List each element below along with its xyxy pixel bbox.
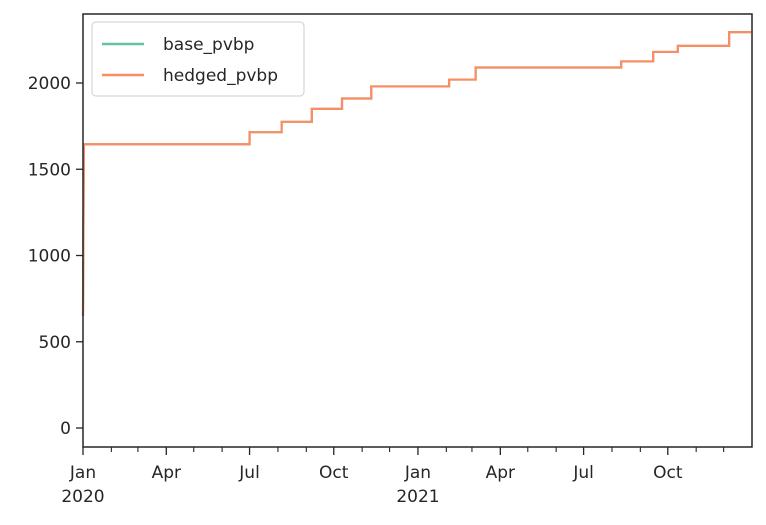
x-tick-label: Oct [653,463,683,483]
y-tick-label: 1500 [28,160,71,180]
x-tick-label: Jan [69,463,96,483]
x-tick-label: Jul [572,463,594,483]
x-tick-label: Apr [152,463,181,483]
y-tick-label: 2000 [28,74,71,94]
axes: 0 500 1000 1500 2000 Jan 2020 Apr Jul Oct Jan 2021 A… [28,13,753,507]
y-tick-label: 1000 [28,247,71,267]
legend: base_pvbp hedged_pvbp [91,21,305,97]
x-tick-label: Jan [404,463,431,483]
series-line-hedged_pvbp [81,31,752,316]
y-tick-label: 0 [60,419,71,439]
y-tick-label: 500 [39,333,71,353]
legend-label-base_pvbp: base_pvbp [163,35,254,55]
x-year-label: 2020 [61,487,104,507]
x-year-label: 2021 [396,487,439,507]
legend-label-hedged_pvbp: hedged_pvbp [163,66,278,86]
legend-box [91,21,305,97]
x-tick-label: Oct [319,463,349,483]
x-tick-label: Jul [238,463,260,483]
plot-area [81,31,752,316]
x-tick-label: Apr [486,463,515,483]
